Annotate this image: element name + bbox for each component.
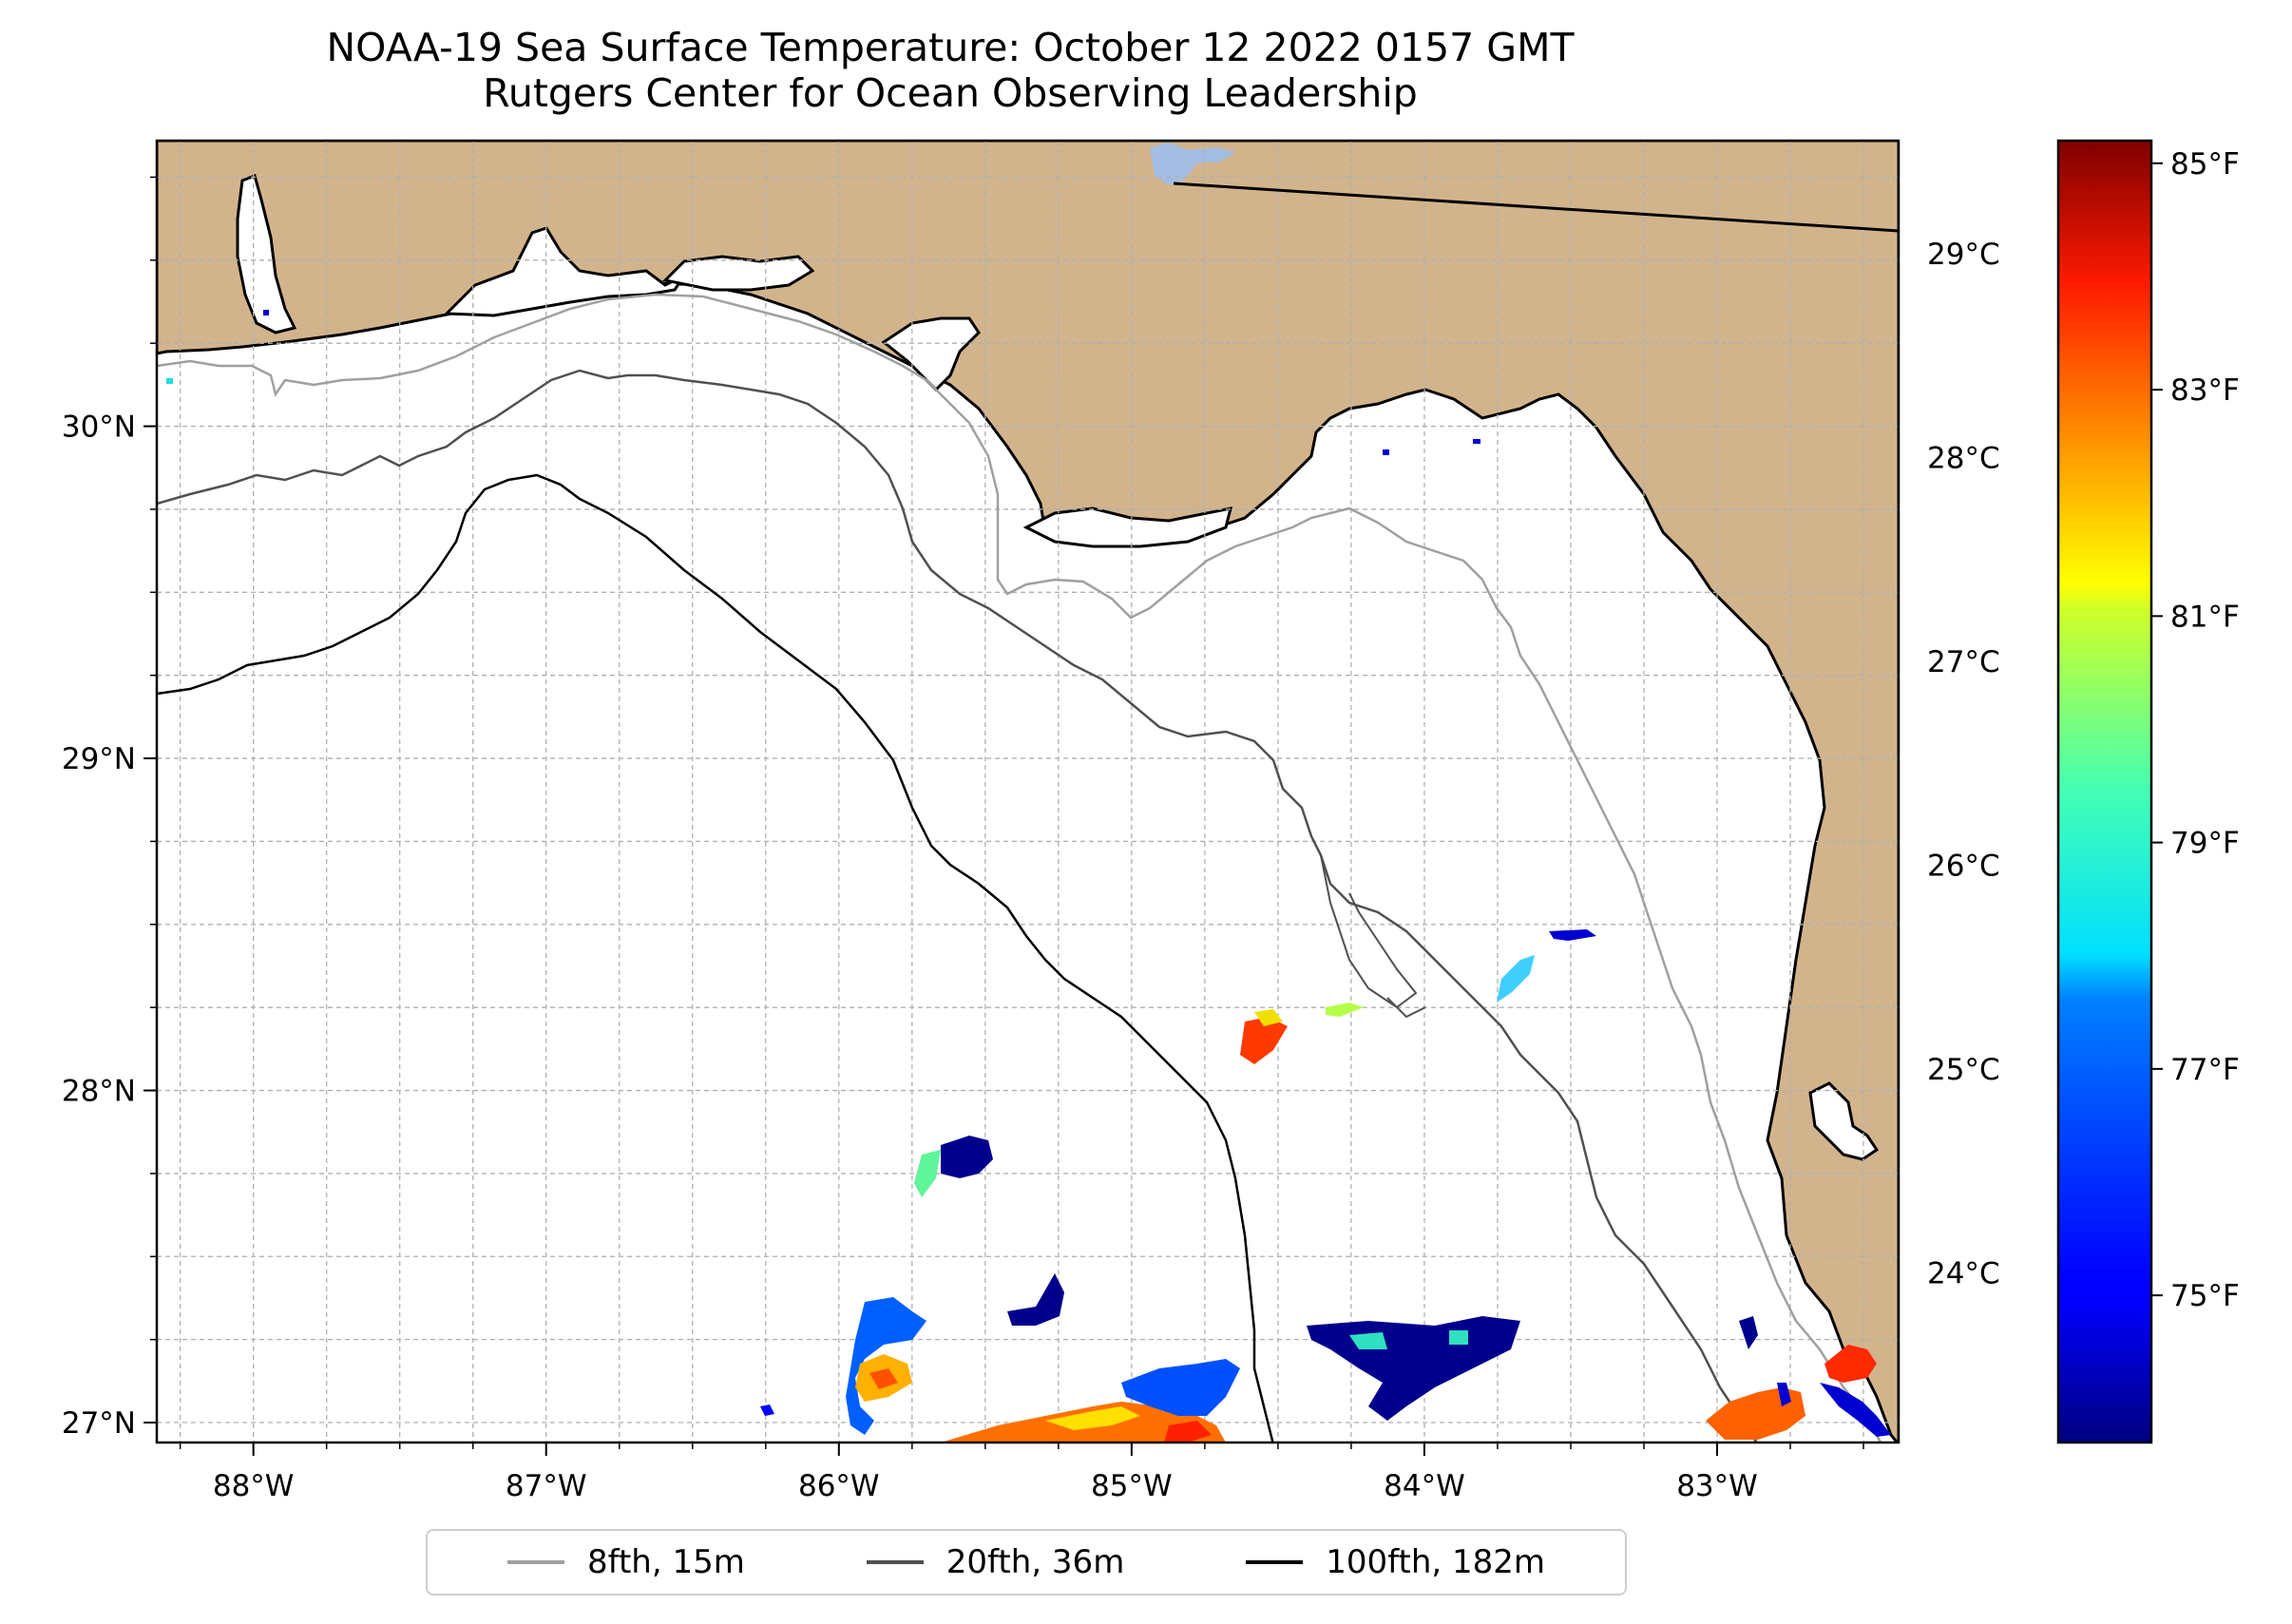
sst-patch-1 <box>941 1136 993 1178</box>
sst-patch-9 <box>1739 1316 1758 1349</box>
tampa-bay <box>1808 1081 1880 1161</box>
lon-tick-label: 84°W <box>1384 1469 1465 1503</box>
sst-patch-2b <box>1254 1009 1283 1026</box>
sst-patch-6 <box>846 1297 926 1435</box>
legend-label-15m: 8fth, 15m <box>586 1543 745 1581</box>
sst-patch-8b <box>1121 1359 1240 1416</box>
colorbar-f-label: 83°F <box>2170 373 2240 408</box>
colorbar-fahrenheit-labels: 75°F 77°F 79°F 81°F 83°F 85°F <box>2151 147 2240 1313</box>
legend-item-182m: 100fth, 182m <box>1246 1543 1545 1581</box>
latitude-axis: 27°N 28°N 29°N 30°N <box>62 176 157 1441</box>
lon-tick-label: 86°W <box>798 1469 880 1503</box>
pensacola-bay <box>443 226 689 317</box>
longitude-axis: 88°W 87°W 86°W 85°W 84°W 83°W <box>179 1442 1864 1503</box>
sst-patch-5b <box>1349 1330 1468 1349</box>
sst-patch-7 <box>1007 1273 1064 1326</box>
choctawhatchee-bay <box>661 255 815 292</box>
isobath-15m <box>157 293 1882 1442</box>
legend-line-15m <box>506 1560 564 1564</box>
colorbar-c-label: 28°C <box>1927 442 2000 476</box>
lon-tick-label: 88°W <box>213 1469 295 1503</box>
colorbar-f-label: 79°F <box>2170 827 2240 861</box>
sst-patch-4 <box>1549 929 1596 941</box>
sst-patch-10b <box>1777 1383 1791 1406</box>
colorbar-f-label: 77°F <box>2170 1053 2240 1087</box>
lat-tick-label: 27°N <box>62 1406 136 1441</box>
sst-patch-13 <box>166 378 173 384</box>
sst-patch-12 <box>760 1404 774 1416</box>
colorbar-celsius-labels: 24°C 25°C 26°C 27°C 28°C 29°C <box>1927 238 2000 1290</box>
colorbar-f-label: 85°F <box>2170 147 2240 182</box>
mobile-bay <box>236 174 297 334</box>
isobath-legend: 8fth, 15m 20fth, 36m 100fth, 182m <box>426 1529 1627 1595</box>
colorbar-f-label: 81°F <box>2170 600 2240 634</box>
legend-item-36m: 20fth, 36m <box>866 1543 1125 1581</box>
colorbar-gradient <box>2056 139 2153 1444</box>
lat-tick-label: 29°N <box>62 742 136 776</box>
legend-label-182m: 100fth, 182m <box>1326 1543 1546 1581</box>
legend-label-36m: 20fth, 36m <box>945 1543 1125 1581</box>
sst-patch-4b <box>1497 955 1535 1003</box>
colorbar-c-label: 29°C <box>1927 238 2000 272</box>
sst-patches <box>166 310 1891 1442</box>
state-border <box>1173 182 1899 233</box>
sst-patch-2 <box>1240 1017 1288 1064</box>
sst-patch-11 <box>1824 1345 1877 1383</box>
chart-title: NOAA-19 Sea Surface Temperature: October… <box>0 25 1900 116</box>
sst-patch-1b <box>914 1150 941 1197</box>
colorbar-c-label: 27°C <box>1927 645 2000 679</box>
lon-tick-label: 83°W <box>1676 1469 1758 1503</box>
lon-tick-label: 85°W <box>1091 1469 1173 1503</box>
isobath-182m <box>157 473 1274 1442</box>
colorbar-c-label: 26°C <box>1927 849 2000 883</box>
lat-tick-label: 28°N <box>62 1075 136 1109</box>
map-frame <box>155 139 1900 1444</box>
map-area <box>157 141 1899 1442</box>
legend-line-182m <box>1246 1560 1304 1564</box>
sst-patch-11b <box>1820 1383 1891 1437</box>
colorbar-c-label: 25°C <box>1927 1053 2000 1087</box>
sst-patch-8c <box>1045 1406 1140 1430</box>
lon-tick-label: 87°W <box>506 1469 587 1503</box>
lake-seminole <box>1150 143 1235 185</box>
graticule <box>157 141 1899 1442</box>
legend-item-15m: 8fth, 15m <box>506 1543 745 1581</box>
title-line-2: Rutgers Center for Ocean Observing Leade… <box>483 70 1418 116</box>
colorbar: 24°C 25°C 26°C 27°C 28°C 29°C 75°F 77°F 79°F 81°… <box>1927 139 2240 1444</box>
isobath-36m <box>157 369 1759 1442</box>
title-line-1: NOAA-19 Sea Surface Temperature: October… <box>326 25 1575 70</box>
lat-tick-label: 30°N <box>62 411 136 445</box>
apalachicola-bay <box>1022 506 1233 548</box>
st-andrew-bay <box>881 316 981 392</box>
colorbar-f-label: 75°F <box>2170 1279 2240 1313</box>
sst-patch-3 <box>1326 1003 1364 1017</box>
legend-line-36m <box>866 1560 924 1564</box>
isobath-36m-islands <box>1320 854 1426 1019</box>
sst-patch-6c <box>869 1368 898 1389</box>
sst-patch-8d <box>1164 1421 1212 1442</box>
colorbar-c-label: 24°C <box>1927 1256 2000 1290</box>
